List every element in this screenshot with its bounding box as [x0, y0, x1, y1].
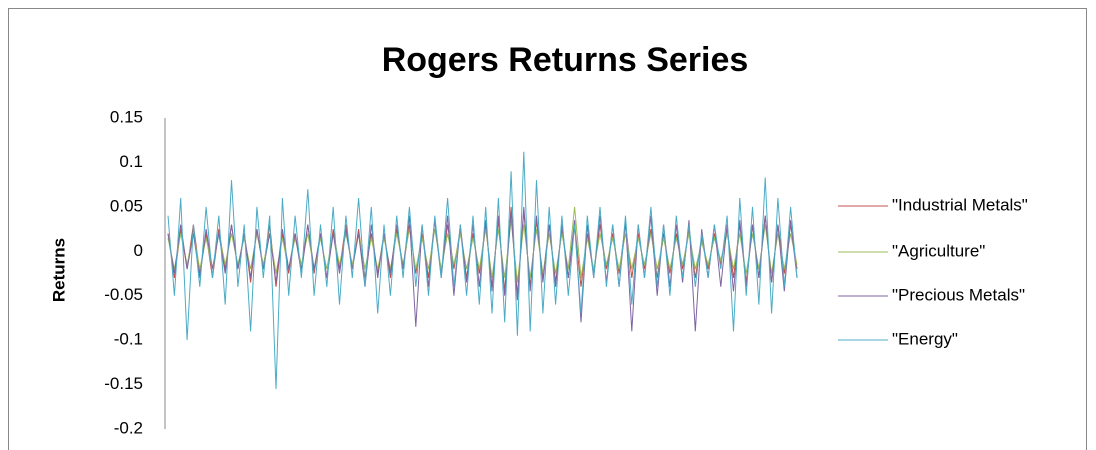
y-tick-label: -0.15 — [104, 374, 143, 393]
legend-label: "Industrial Metals" — [892, 195, 1028, 214]
y-tick-label: -0.1 — [114, 330, 143, 349]
y-tick-label: -0.2 — [114, 418, 143, 437]
y-tick-label: 0.15 — [110, 107, 143, 126]
y-tick-label: 0.1 — [119, 152, 143, 171]
y-tick-label: 0 — [134, 241, 143, 260]
y-tick-label: -0.05 — [104, 285, 143, 304]
legend-label: "Energy" — [892, 329, 958, 348]
y-axis-label: Returns — [49, 238, 68, 302]
chart-title: Rogers Returns Series — [382, 41, 749, 79]
series-line — [167, 151, 798, 390]
y-tick-label: 0.05 — [110, 196, 143, 215]
legend-label: "Precious Metals" — [892, 285, 1025, 304]
legend-label: "Agriculture" — [892, 241, 985, 260]
